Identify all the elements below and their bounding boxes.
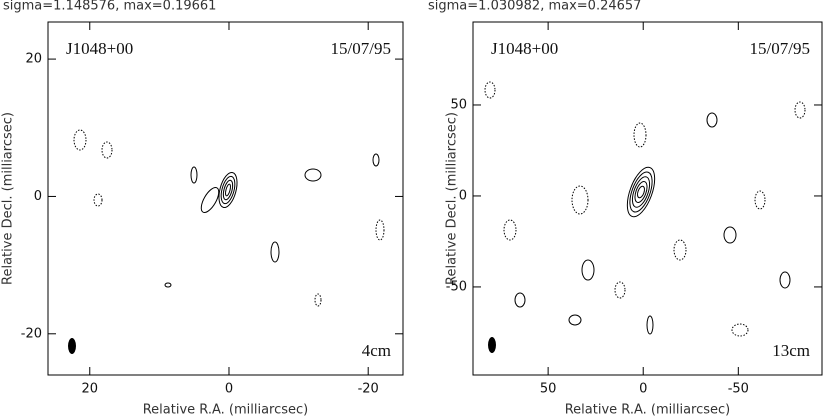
panel-title: sigma=1.148576, max=0.19661 <box>3 0 216 14</box>
x-axis-label: Relative R.A. (milliarcsec) <box>143 403 309 418</box>
source-name: J1048+00 <box>491 39 558 58</box>
contours-right <box>484 81 806 353</box>
source-name: J1048+00 <box>66 39 133 58</box>
band-label: 4cm <box>362 341 391 360</box>
contours-left <box>68 129 385 354</box>
plot-frame <box>47 21 404 376</box>
x-tick-label: 50 <box>540 382 557 397</box>
obs-date: 15/07/95 <box>331 39 391 58</box>
band-label: 13cm <box>772 341 810 360</box>
panel-title: sigma=1.030982, max=0.24657 <box>428 0 641 14</box>
y-tick-label: -50 <box>446 279 467 294</box>
y-tick-label: -20 <box>21 326 42 341</box>
y-tick-label: 20 <box>25 52 42 67</box>
y-tick-label: 0 <box>34 189 42 204</box>
x-tick-label: -20 <box>358 382 379 397</box>
y-axis-label: Relative Decl. (milliarcsec) <box>1 112 16 285</box>
y-tick-label: 0 <box>459 188 467 203</box>
plot-frame <box>472 21 823 376</box>
x-axis-label: Relative R.A. (milliarcsec) <box>565 403 731 418</box>
x-tick-label: 0 <box>639 382 647 397</box>
y-axis-label: Relative Decl. (milliarcsec) <box>445 112 460 285</box>
x-tick-label: -50 <box>728 382 749 397</box>
x-tick-label: 20 <box>81 382 98 397</box>
y-tick-label: 50 <box>450 97 467 112</box>
x-tick-label: 0 <box>225 382 233 397</box>
obs-date: 15/07/95 <box>750 39 810 58</box>
